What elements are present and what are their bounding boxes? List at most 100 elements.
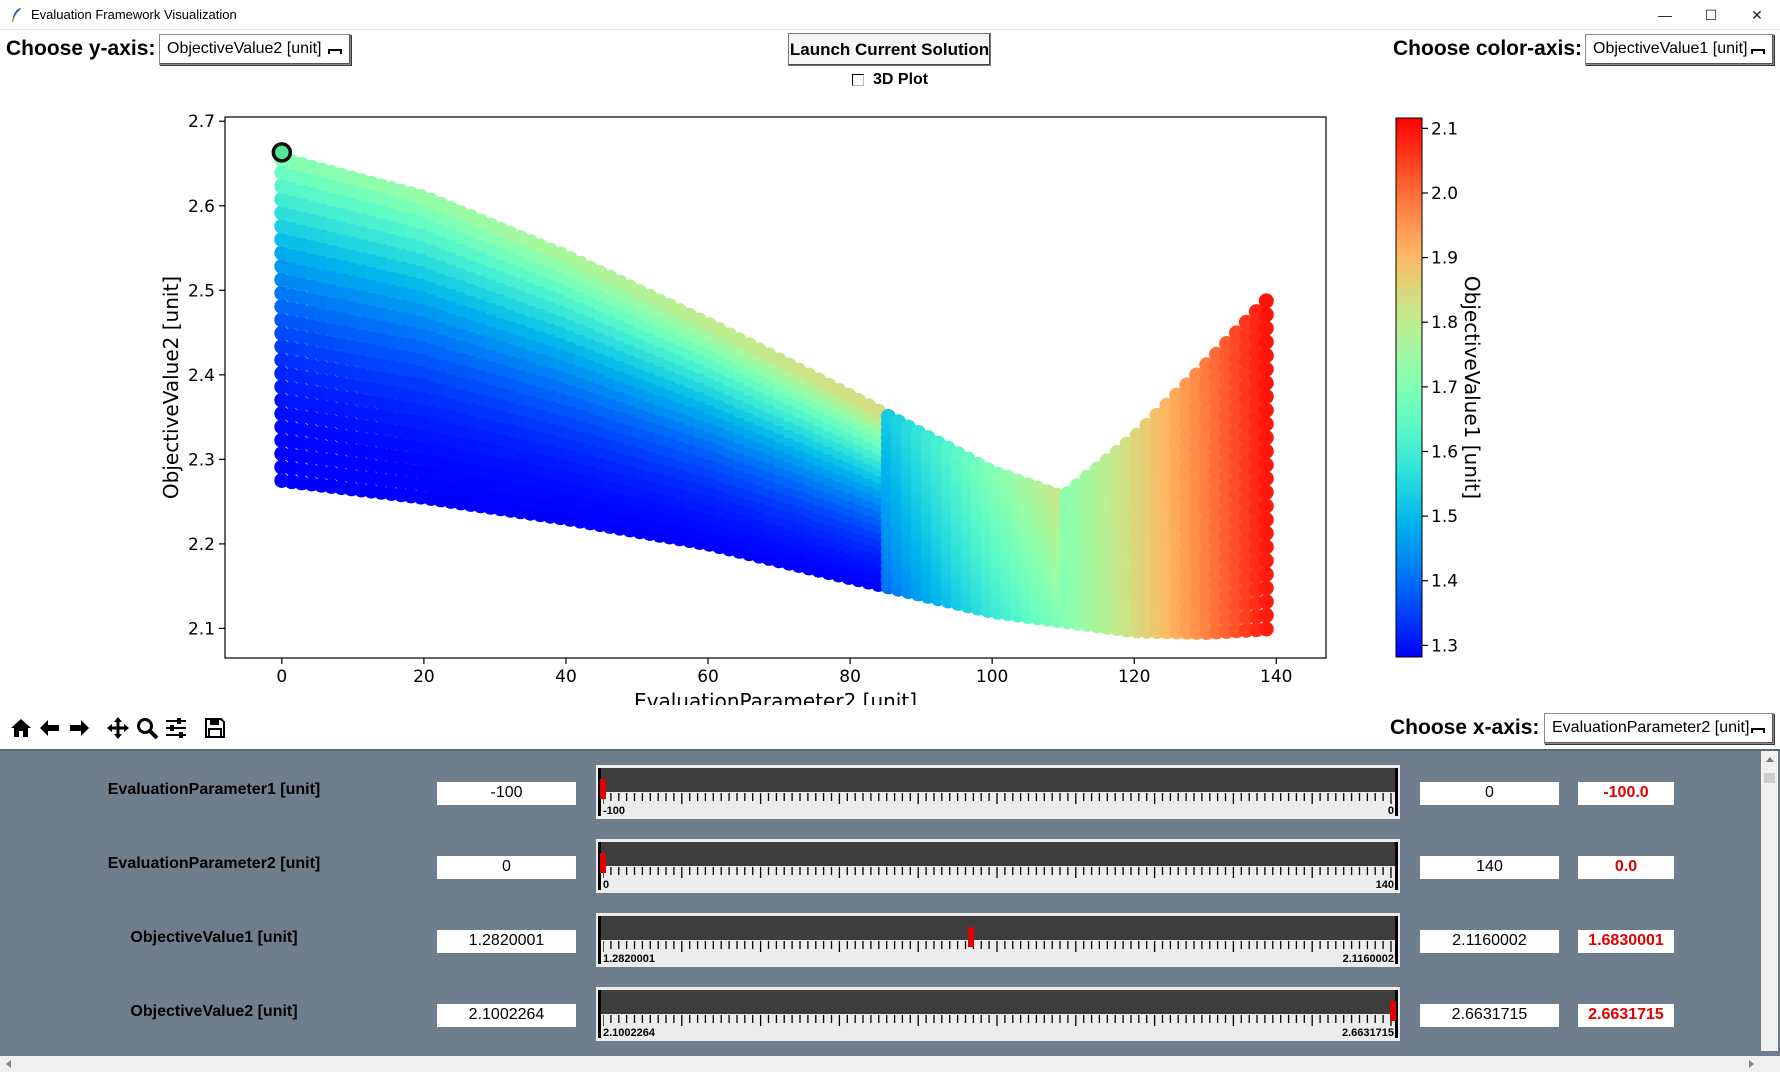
slider-min-label: 1.2820001: [603, 953, 655, 965]
y-tick-label: 2.2: [188, 535, 215, 555]
scatter-point: [1258, 307, 1274, 323]
scroll-up-icon[interactable]: [1766, 757, 1774, 762]
plot-3d-checkbox[interactable]: 3D Plot: [852, 71, 928, 89]
slider-handle[interactable]: [600, 853, 606, 873]
slider-trough[interactable]: [600, 842, 1396, 866]
slider-end-marker: [598, 842, 601, 890]
slider-handle[interactable]: [968, 927, 975, 947]
y-axis-select[interactable]: ObjectiveValue2 [unit]: [159, 34, 351, 65]
vertical-scrollbar[interactable]: [1761, 751, 1778, 1051]
slider-end-marker: [598, 990, 601, 1038]
color-axis-label: Choose color-axis:: [1393, 37, 1583, 60]
save-icon[interactable]: [200, 713, 229, 742]
colorbar-tick-label: 2.1: [1431, 119, 1458, 139]
colorbar-tick-label: 1.4: [1431, 572, 1458, 592]
scatter-point: [1258, 525, 1274, 541]
slider-ticks: [603, 941, 1392, 952]
range-slider[interactable]: 1.2820001 2.1160002: [596, 913, 1400, 967]
slider-end-marker: [598, 916, 601, 964]
slider-ticks: [603, 793, 1392, 804]
min-value-field[interactable]: 2.1002264: [437, 1004, 576, 1027]
scatter-point: [1258, 539, 1274, 555]
parameter-name: EvaluationParameter2 [unit]: [107, 855, 321, 872]
current-value-display: 1.6830001: [1578, 930, 1674, 953]
dropdown-indicator-icon: [328, 49, 342, 54]
launch-current-solution-button[interactable]: Launch Current Solution: [788, 33, 991, 66]
colorbar-tick-label: 2.0: [1431, 184, 1458, 204]
slider-handle[interactable]: [1390, 1001, 1396, 1021]
color-axis-select[interactable]: ObjectiveValue1 [unit]: [1585, 34, 1774, 65]
x-axis-select-value: EvaluationParameter2 [unit]: [1552, 719, 1750, 736]
minimize-button[interactable]: —: [1658, 7, 1672, 23]
slider-max-label: 0: [1387, 805, 1394, 817]
pan-icon[interactable]: [103, 713, 132, 742]
colorbar-tick-label: 1.9: [1431, 249, 1458, 269]
parameter-row: EvaluationParameter2 [unit] 0 0 140 140 0…: [0, 839, 1760, 895]
configure-subplots-icon[interactable]: [161, 713, 190, 742]
parameter-row: ObjectiveValue2 [unit] 2.1002264 2.10022…: [0, 987, 1760, 1043]
max-value-field[interactable]: 2.1160002: [1420, 930, 1559, 953]
current-value-display: 0.0: [1578, 856, 1674, 879]
y-axis-label: Choose y-axis:: [6, 37, 156, 60]
zoom-icon[interactable]: [132, 713, 161, 742]
y-tick-label: 2.5: [188, 281, 215, 301]
scatter-point: [1258, 553, 1274, 569]
scatter-point: [1258, 566, 1274, 582]
x-tick-label: 100: [976, 667, 1008, 687]
home-icon[interactable]: [6, 713, 35, 742]
slider-min-label: 0: [603, 879, 610, 891]
min-value-field[interactable]: 1.2820001: [437, 930, 576, 953]
parameter-row: ObjectiveValue1 [unit] 1.2820001 1.28200…: [0, 913, 1760, 969]
scatter-point: [1258, 607, 1274, 623]
plot-toolbar: [6, 713, 229, 742]
maximize-button[interactable]: ☐: [1704, 6, 1718, 23]
slider-trough[interactable]: [600, 990, 1396, 1014]
colorbar-tick-label: 1.3: [1431, 636, 1458, 656]
close-button[interactable]: ✕: [1751, 6, 1763, 23]
x-tick-label: 80: [839, 667, 861, 687]
scatter-point: [1258, 348, 1274, 364]
max-value-field[interactable]: 0: [1420, 782, 1559, 805]
back-arrow-icon[interactable]: [35, 713, 64, 742]
scatter-point: [1258, 512, 1274, 528]
y-axis-select-value: ObjectiveValue2 [unit]: [167, 40, 322, 57]
slider-trough[interactable]: [600, 768, 1396, 792]
range-slider[interactable]: 0 140: [596, 839, 1400, 893]
scatter-plot[interactable]: 0 20 40 60 80 100 120 140 2.1 2.2 2.3 2.4 2.5 2.6 2.7 E…: [0, 95, 1780, 705]
parameter-name: ObjectiveValue2 [unit]: [130, 1003, 298, 1020]
scatter-cloud: [274, 151, 1274, 641]
scroll-left-icon[interactable]: [6, 1060, 11, 1068]
color-axis-select-value: ObjectiveValue1 [unit]: [1593, 40, 1748, 57]
x-tick-label: 120: [1118, 667, 1150, 687]
x-axis-select[interactable]: EvaluationParameter2 [unit]: [1544, 713, 1774, 744]
horizontal-scrollbar[interactable]: [0, 1056, 1780, 1072]
slider-end-marker: [598, 768, 601, 816]
scatter-point: [1258, 416, 1274, 432]
forward-arrow-icon[interactable]: [64, 713, 93, 742]
slider-max-label: 2.6631715: [1342, 1027, 1394, 1039]
y-tick-label: 2.6: [188, 197, 215, 217]
checkbox-box-icon[interactable]: [852, 74, 864, 86]
colorbar-tick-label: 1.6: [1431, 442, 1458, 462]
scatter-point: [1258, 471, 1274, 487]
scroll-thumb[interactable]: [1764, 773, 1775, 783]
parameter-row: EvaluationParameter1 [unit] -100 -100 0 0…: [0, 765, 1760, 821]
colorbar-tick-label: 1.5: [1431, 507, 1458, 527]
min-value-field[interactable]: 0: [437, 856, 576, 879]
min-value-field[interactable]: -100: [437, 782, 576, 805]
current-value-display: 2.6631715: [1578, 1004, 1674, 1027]
feather-app-icon: [11, 7, 21, 22]
slider-handle[interactable]: [600, 779, 606, 799]
y-tick-label: 2.1: [188, 619, 215, 639]
scatter-point: [1258, 320, 1274, 336]
range-slider[interactable]: 2.1002264 2.6631715: [596, 987, 1400, 1041]
dropdown-indicator-icon: [1751, 728, 1765, 733]
range-slider[interactable]: -100 0: [596, 765, 1400, 819]
max-value-field[interactable]: 140: [1420, 856, 1559, 879]
slider-ticks: [603, 867, 1392, 878]
scroll-right-icon[interactable]: [1749, 1060, 1754, 1068]
slider-end-marker: [1395, 842, 1398, 890]
max-value-field[interactable]: 2.6631715: [1420, 1004, 1559, 1027]
slider-trough[interactable]: [600, 916, 1396, 940]
slider-max-label: 140: [1375, 879, 1394, 891]
